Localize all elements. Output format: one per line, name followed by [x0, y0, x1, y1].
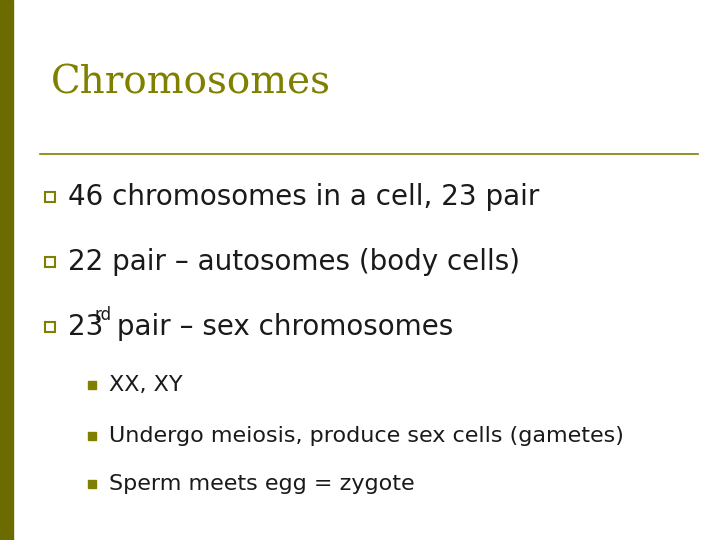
Text: 22 pair – autosomes (body cells): 22 pair – autosomes (body cells) — [68, 248, 521, 276]
Text: 23: 23 — [68, 313, 104, 341]
Text: rd: rd — [94, 306, 112, 324]
Text: XX, XY: XX, XY — [109, 375, 183, 395]
Text: Sperm meets egg = zygote: Sperm meets egg = zygote — [109, 474, 415, 495]
Text: Undergo meiosis, produce sex cells (gametes): Undergo meiosis, produce sex cells (game… — [109, 426, 624, 446]
Text: Chromosomes: Chromosomes — [50, 65, 330, 102]
Text: pair – sex chromosomes: pair – sex chromosomes — [108, 313, 454, 341]
Text: 46 chromosomes in a cell, 23 pair: 46 chromosomes in a cell, 23 pair — [68, 183, 540, 211]
